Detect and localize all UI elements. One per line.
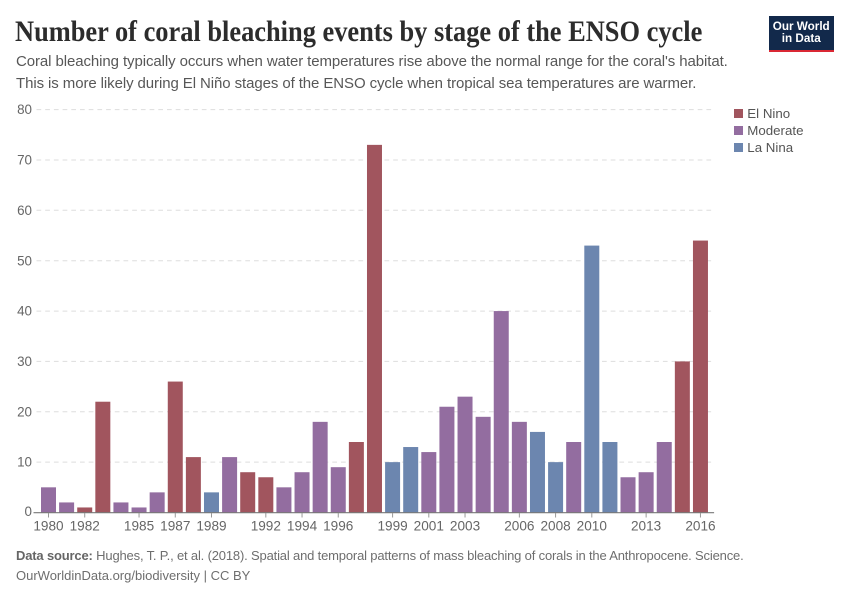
svg-text:60: 60 bbox=[17, 203, 32, 218]
svg-text:1985: 1985 bbox=[124, 519, 154, 534]
svg-text:1989: 1989 bbox=[196, 519, 226, 534]
svg-text:1994: 1994 bbox=[287, 519, 318, 534]
svg-text:1982: 1982 bbox=[70, 519, 100, 534]
svg-text:2010: 2010 bbox=[577, 519, 608, 534]
svg-text:1999: 1999 bbox=[377, 519, 407, 534]
svg-text:10: 10 bbox=[17, 455, 32, 470]
svg-text:2013: 2013 bbox=[631, 519, 661, 534]
svg-text:30: 30 bbox=[17, 354, 32, 369]
svg-text:2008: 2008 bbox=[540, 519, 570, 534]
svg-text:2001: 2001 bbox=[414, 519, 444, 534]
svg-text:20: 20 bbox=[17, 404, 32, 419]
svg-text:50: 50 bbox=[17, 253, 32, 268]
svg-text:1996: 1996 bbox=[323, 519, 353, 534]
svg-text:2003: 2003 bbox=[450, 519, 480, 534]
svg-text:1980: 1980 bbox=[33, 519, 64, 534]
svg-text:80: 80 bbox=[17, 102, 32, 117]
svg-text:70: 70 bbox=[17, 153, 32, 168]
svg-text:1992: 1992 bbox=[251, 519, 281, 534]
svg-text:2016: 2016 bbox=[685, 519, 715, 534]
svg-text:0: 0 bbox=[25, 504, 32, 519]
svg-text:40: 40 bbox=[17, 304, 32, 319]
svg-text:2006: 2006 bbox=[504, 519, 534, 534]
svg-text:1987: 1987 bbox=[160, 519, 190, 534]
